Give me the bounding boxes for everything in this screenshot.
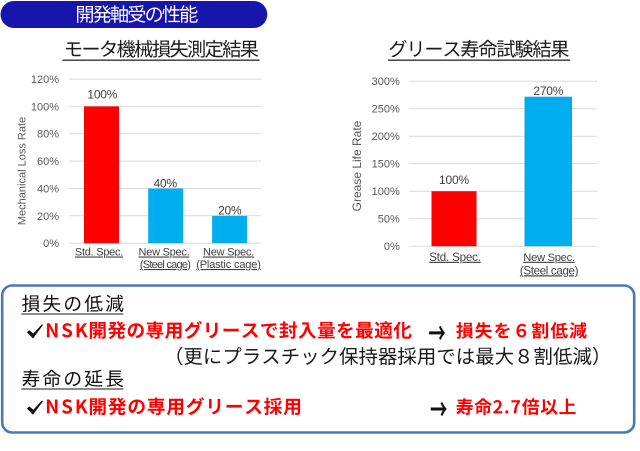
svg-text:270%: 270% [533, 84, 563, 98]
svg-text:Grease Life Rate: Grease Life Rate [350, 120, 364, 211]
svg-text:(Steel cage): (Steel cage) [520, 264, 579, 277]
svg-text:Mechanical Loss Rate: Mechanical Loss Rate [17, 117, 29, 225]
svg-text:0%: 0% [384, 241, 400, 253]
svg-text:300%: 300% [372, 76, 400, 88]
svg-text:Std. Spec.: Std. Spec. [429, 251, 481, 264]
svg-text:120%: 120% [31, 74, 59, 86]
svg-text:New Spec.: New Spec. [203, 247, 254, 259]
svg-text:100%: 100% [439, 173, 469, 187]
svg-text:80%: 80% [37, 129, 59, 141]
svg-text:Std. Spec.: Std. Spec. [75, 247, 123, 259]
svg-text:0%: 0% [43, 238, 59, 250]
svg-text:20%: 20% [218, 203, 242, 217]
svg-text:New Spec.: New Spec. [139, 247, 190, 259]
svg-text:20%: 20% [37, 211, 59, 223]
svg-text:New Spec.: New Spec. [523, 252, 575, 264]
svg-text:(Plastic cage): (Plastic cage) [196, 259, 261, 271]
svg-text:200%: 200% [372, 131, 400, 143]
svg-text:100%: 100% [87, 88, 117, 102]
svg-text:100%: 100% [372, 186, 400, 198]
svg-text:250%: 250% [372, 104, 400, 116]
svg-text:50%: 50% [378, 214, 400, 226]
svg-text:60%: 60% [37, 156, 59, 168]
svg-text:40%: 40% [154, 177, 178, 191]
svg-text:150%: 150% [372, 159, 400, 171]
svg-text:(Steel cage): (Steel cage) [140, 259, 190, 271]
svg-text:100%: 100% [31, 101, 59, 113]
svg-text:40%: 40% [37, 183, 59, 195]
